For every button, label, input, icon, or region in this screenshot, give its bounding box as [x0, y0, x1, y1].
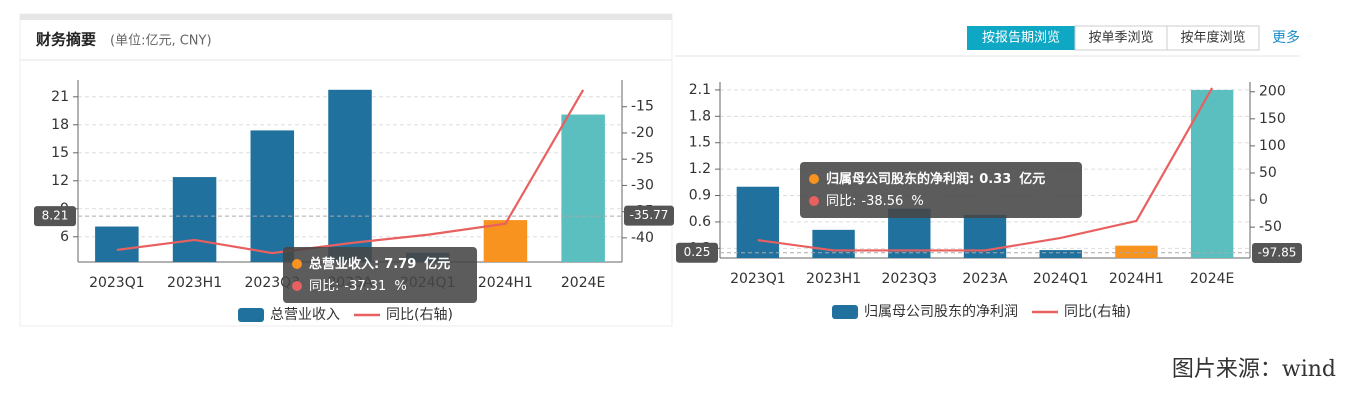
tooltip-value: 7.79 [384, 257, 416, 272]
bar [1115, 245, 1158, 258]
bar [483, 220, 528, 262]
tab[interactable]: 按报告期浏览 [982, 30, 1060, 46]
y-tick-label: 1.8 [689, 108, 711, 124]
bar [812, 229, 855, 258]
tooltip-row: 总营业收入: 7.79 亿元 [309, 256, 450, 272]
y-tick-label: 6 [60, 229, 69, 245]
tab[interactable]: 按单季浏览 [1088, 30, 1153, 46]
x-tick-label: 2024E [1190, 271, 1234, 287]
tooltip-dot [292, 259, 302, 269]
legend-label: 同比(右轴) [386, 307, 453, 323]
tooltip-label: 同比: [826, 194, 856, 209]
crosshair-label: 8.21 [42, 209, 69, 223]
y2-tick-label: 0 [1259, 192, 1268, 208]
y-tick-label: 15 [51, 145, 69, 161]
panel-title: 财务摘要 [36, 31, 96, 49]
tooltip-label: 同比: [309, 279, 339, 294]
x-tick-label: 2023A [962, 271, 1008, 287]
tooltip-value: -38.56 [861, 194, 903, 209]
y2-tick-label: -50 [1259, 219, 1282, 235]
crosshair-label: -35.77 [630, 208, 669, 222]
y-tick-label: 21 [51, 89, 69, 105]
bar [250, 130, 295, 262]
y2-tick-label: -30 [631, 177, 654, 193]
y2-tick-label: 200 [1259, 84, 1286, 100]
legend-swatch [832, 305, 858, 319]
tooltip-dot [292, 281, 302, 291]
x-tick-label: 2024Q1 [1033, 271, 1089, 287]
source-note: 图片来源：wind [1172, 357, 1336, 382]
crosshair-box [676, 242, 718, 263]
bar [172, 177, 217, 262]
legend-label: 总营业收入 [270, 307, 340, 323]
more-link[interactable]: 更多 [1272, 29, 1300, 46]
tooltip-unit: 亿元 [424, 256, 450, 272]
crosshair-label: -97.85 [1258, 246, 1297, 260]
bar [963, 214, 1007, 258]
y2-tick-label: 50 [1259, 165, 1277, 181]
y-tick-label: 18 [51, 117, 69, 133]
tooltip-dot [809, 196, 819, 206]
x-tick-label: 2023Q1 [89, 275, 145, 291]
panel-top-bar [20, 14, 672, 20]
y-tick-label: 2.1 [689, 82, 711, 98]
x-tick-label: 2023H1 [806, 271, 861, 287]
x-tick-label: 2023Q3 [882, 271, 938, 287]
y-tick-label: 0.9 [689, 188, 711, 204]
x-tick-label: 2024H1 [478, 275, 533, 291]
x-tick-label: 2023H1 [167, 275, 222, 291]
bar [328, 89, 372, 262]
y-tick-label: 1.5 [689, 135, 711, 151]
tooltip-row: 同比: -37.31% [309, 279, 407, 294]
y2-tick-label: -25 [631, 151, 654, 167]
x-tick-label: 2024H1 [1109, 271, 1164, 287]
legend-label: 同比(右轴) [1064, 304, 1131, 320]
bar [1039, 250, 1082, 258]
tooltip-value: 0.33 [979, 172, 1011, 187]
y-tick-label: 1.2 [689, 161, 711, 177]
x-tick-label: 2023Q1 [730, 271, 786, 287]
tooltip [283, 247, 477, 303]
legend-swatch [238, 308, 264, 322]
bar [736, 186, 780, 258]
bar [561, 114, 605, 263]
y2-tick-label: 100 [1259, 138, 1286, 154]
tooltip-value: -37.31 [344, 279, 386, 294]
y2-tick-label: -15 [631, 99, 654, 115]
tooltip-row: 归属母公司股东的净利润: 0.33 亿元 [826, 171, 1045, 187]
tooltip-row: 同比: -38.56% [826, 194, 924, 209]
y2-tick-label: -20 [631, 125, 654, 141]
bar [95, 226, 139, 262]
tab-box[interactable] [1166, 25, 1260, 51]
tooltip-unit: % [911, 194, 923, 209]
tooltip [800, 162, 1082, 218]
tooltip-unit: % [394, 279, 406, 294]
tab-box[interactable] [1074, 25, 1168, 51]
tab[interactable]: 按年度浏览 [1180, 30, 1245, 46]
tooltip-label: 归属母公司股东的净利润: [826, 171, 974, 187]
y-tick-label: 0.6 [689, 214, 711, 230]
bar [1190, 89, 1234, 258]
crosshair-box [34, 206, 76, 227]
y-tick-label: 12 [51, 173, 69, 189]
x-tick-label: 2024E [561, 275, 605, 291]
y2-tick-label: -40 [631, 230, 654, 246]
tooltip-label: 总营业收入: [309, 256, 379, 272]
line-series [116, 89, 585, 255]
crosshair-box [1252, 243, 1302, 264]
tooltip-unit: 亿元 [1019, 171, 1045, 187]
line-series [757, 87, 1214, 252]
crosshair-label: 0.25 [684, 245, 711, 259]
y2-tick-label: 150 [1259, 111, 1286, 127]
panel-subtitle: (单位:亿元, CNY) [110, 34, 212, 49]
tab-active[interactable] [967, 26, 1075, 50]
crosshair-box [624, 205, 674, 226]
legend-label: 归属母公司股东的净利润 [864, 303, 1018, 320]
tooltip-dot [809, 174, 819, 184]
